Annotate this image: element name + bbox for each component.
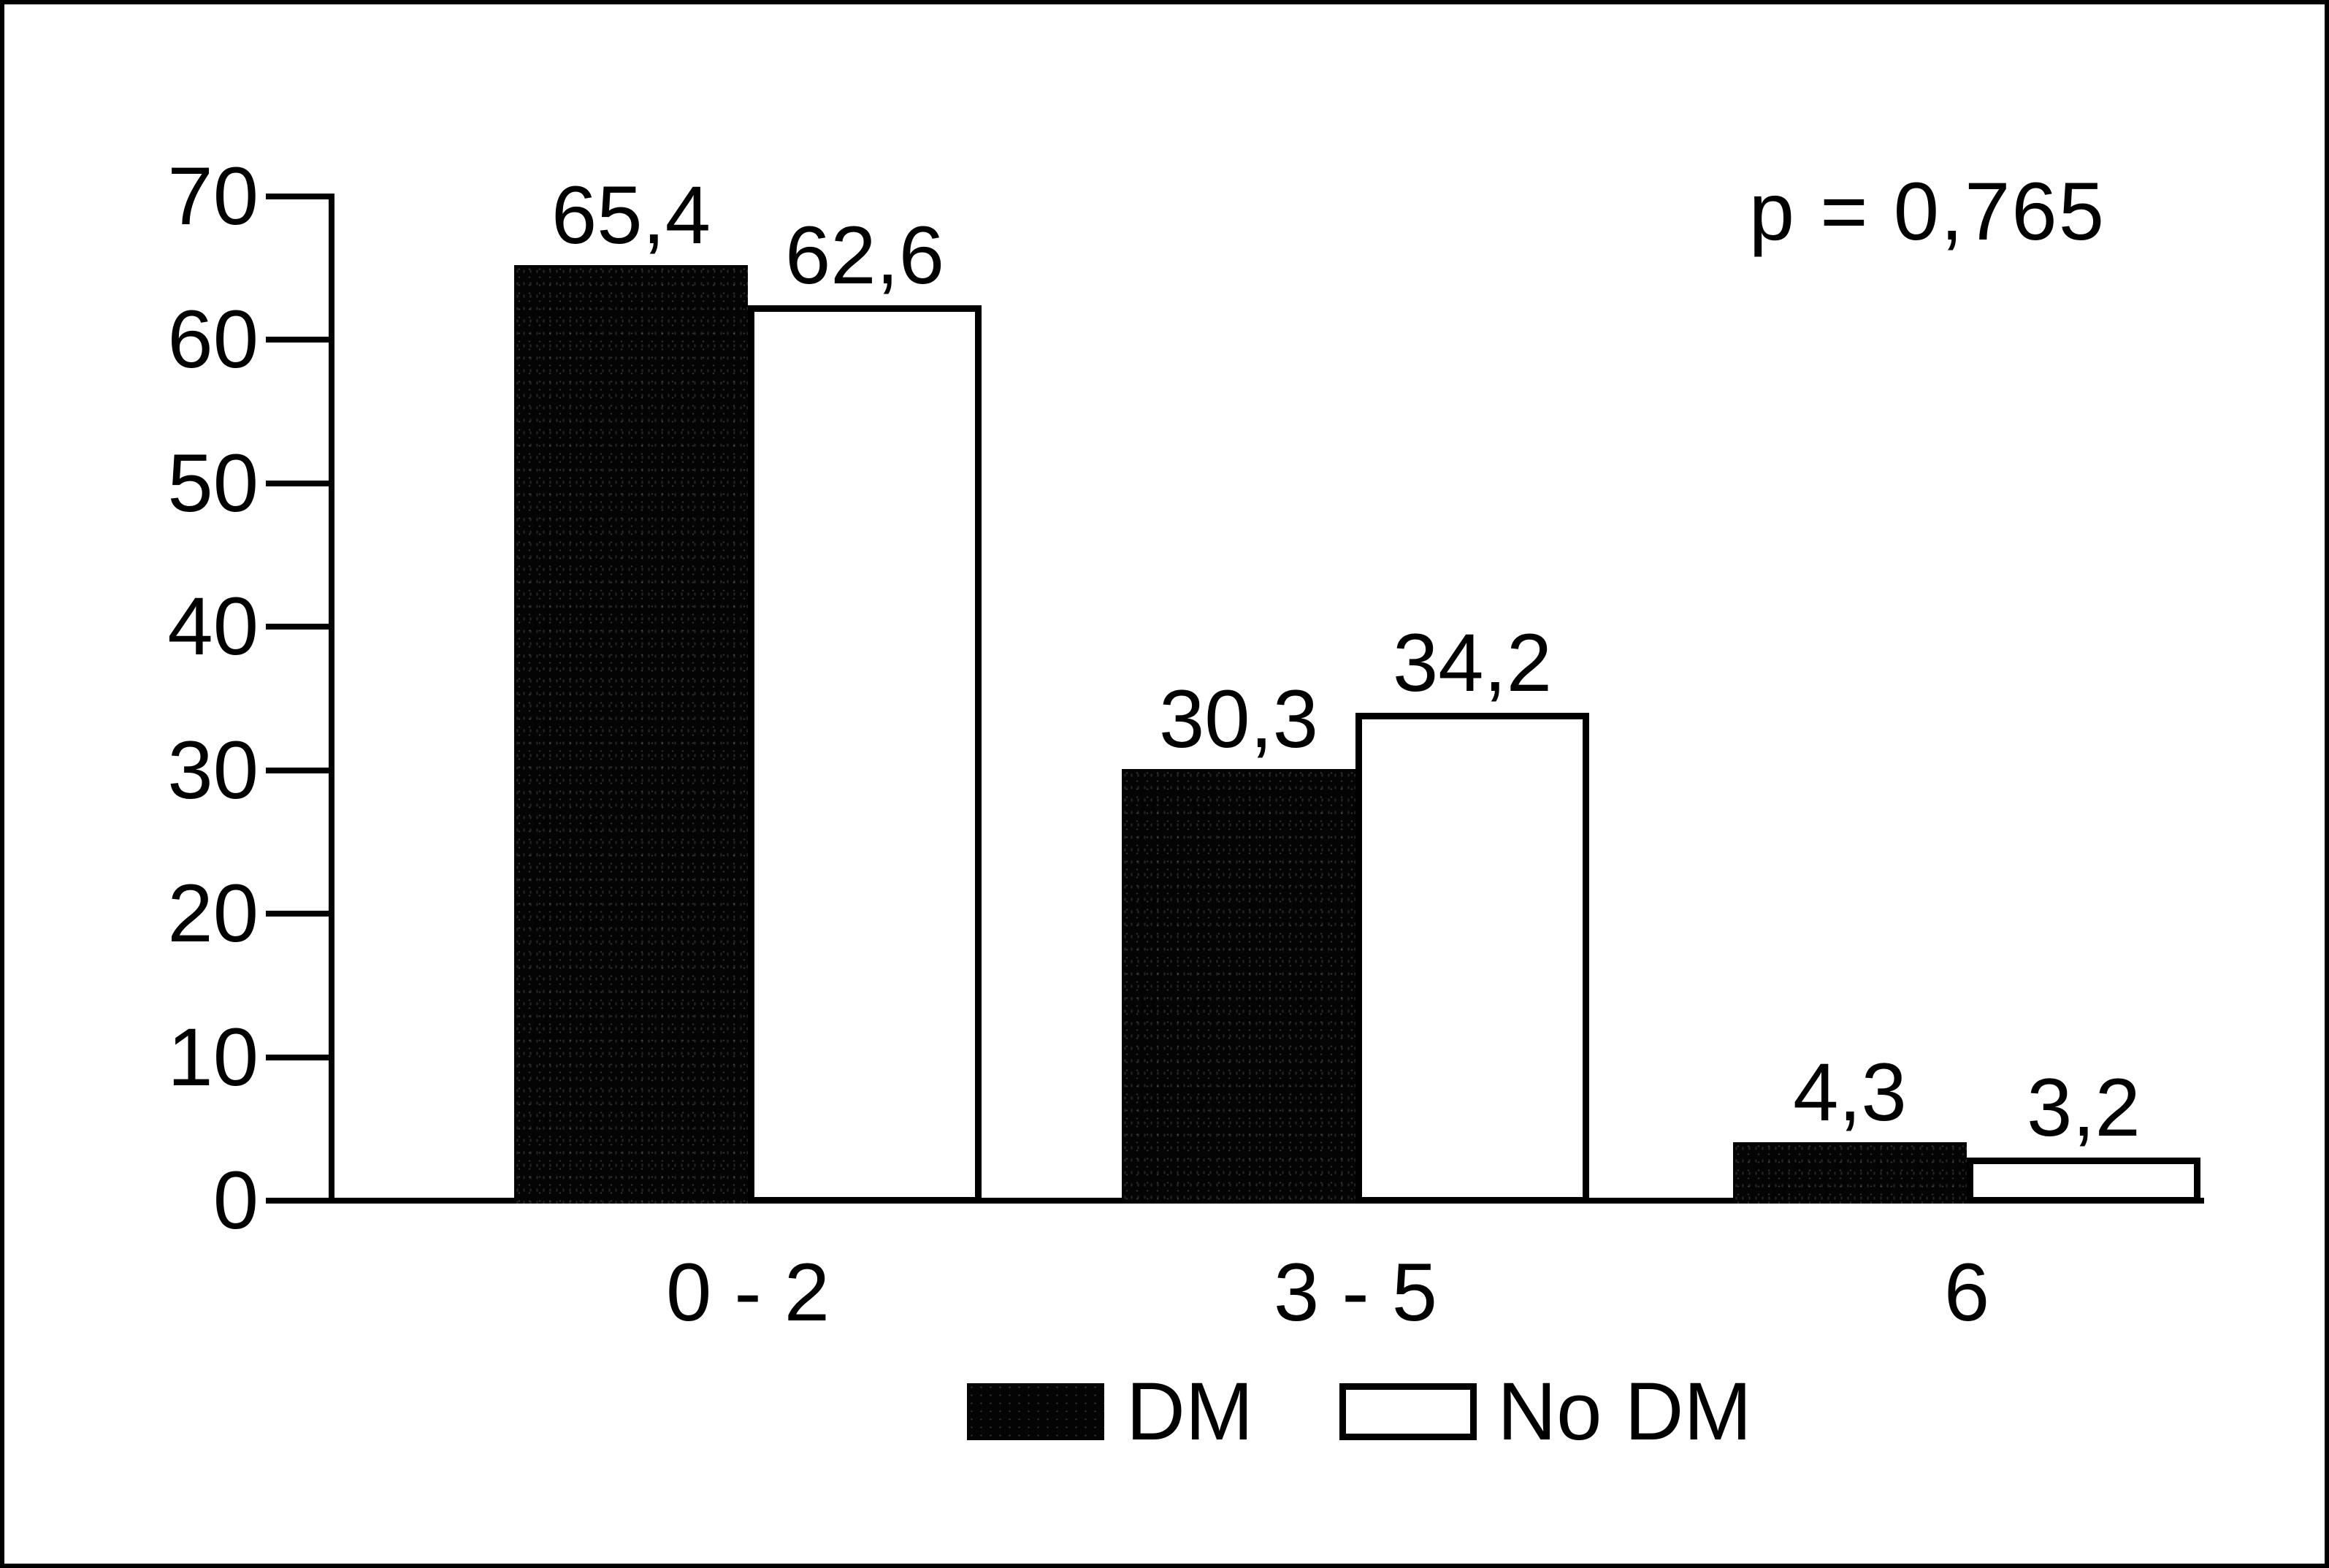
bar-dm	[1122, 768, 1355, 1204]
y-axis-line	[329, 194, 334, 1204]
y-axis-tick-label: 50	[167, 437, 259, 529]
bar-value-label: 3,2	[2027, 1062, 2141, 1154]
bar-value-label: 30,3	[1159, 673, 1318, 765]
bar-value-label: 65,4	[551, 169, 711, 261]
x-category-label: 6	[1943, 1247, 1990, 1338]
bar-dm	[514, 265, 748, 1204]
legend-swatch-dm	[967, 1383, 1104, 1440]
legend-label-dm: DM	[1126, 1366, 1254, 1457]
y-axis-tick-label: 40	[167, 581, 259, 673]
bar-no-dm	[1967, 1158, 2200, 1204]
y-axis-tick-label: 10	[167, 1011, 259, 1103]
y-axis-tick-label: 20	[167, 868, 259, 960]
y-axis-tick	[266, 337, 329, 343]
bar-value-label: 34,2	[1393, 617, 1552, 709]
bar-no-dm	[748, 305, 982, 1204]
bar-dm	[1733, 1141, 1967, 1204]
y-axis-tick	[266, 767, 329, 773]
y-axis-tick	[266, 911, 329, 917]
bar-no-dm	[1355, 713, 1589, 1204]
y-axis-tick	[266, 480, 329, 486]
legend: DM No DM	[967, 1371, 1752, 1453]
bar-value-label: 4,3	[1793, 1046, 1907, 1138]
y-axis-tick-label: 70	[167, 150, 259, 242]
legend-label-no-dm: No DM	[1497, 1366, 1752, 1457]
y-axis-tick	[266, 194, 329, 199]
y-axis-tick-label: 0	[213, 1155, 259, 1246]
y-axis-tick-label: 30	[167, 724, 259, 816]
x-category-label: 0 - 2	[665, 1247, 830, 1338]
bar-value-label: 62,6	[785, 210, 944, 302]
y-axis-tick-label: 60	[167, 294, 259, 386]
y-axis-tick	[266, 624, 329, 630]
x-category-label: 3 - 5	[1273, 1247, 1438, 1338]
p-value-annotation: p = 0,765	[1748, 166, 2106, 257]
y-axis-tick	[266, 1054, 329, 1060]
legend-swatch-no-dm	[1339, 1383, 1477, 1440]
